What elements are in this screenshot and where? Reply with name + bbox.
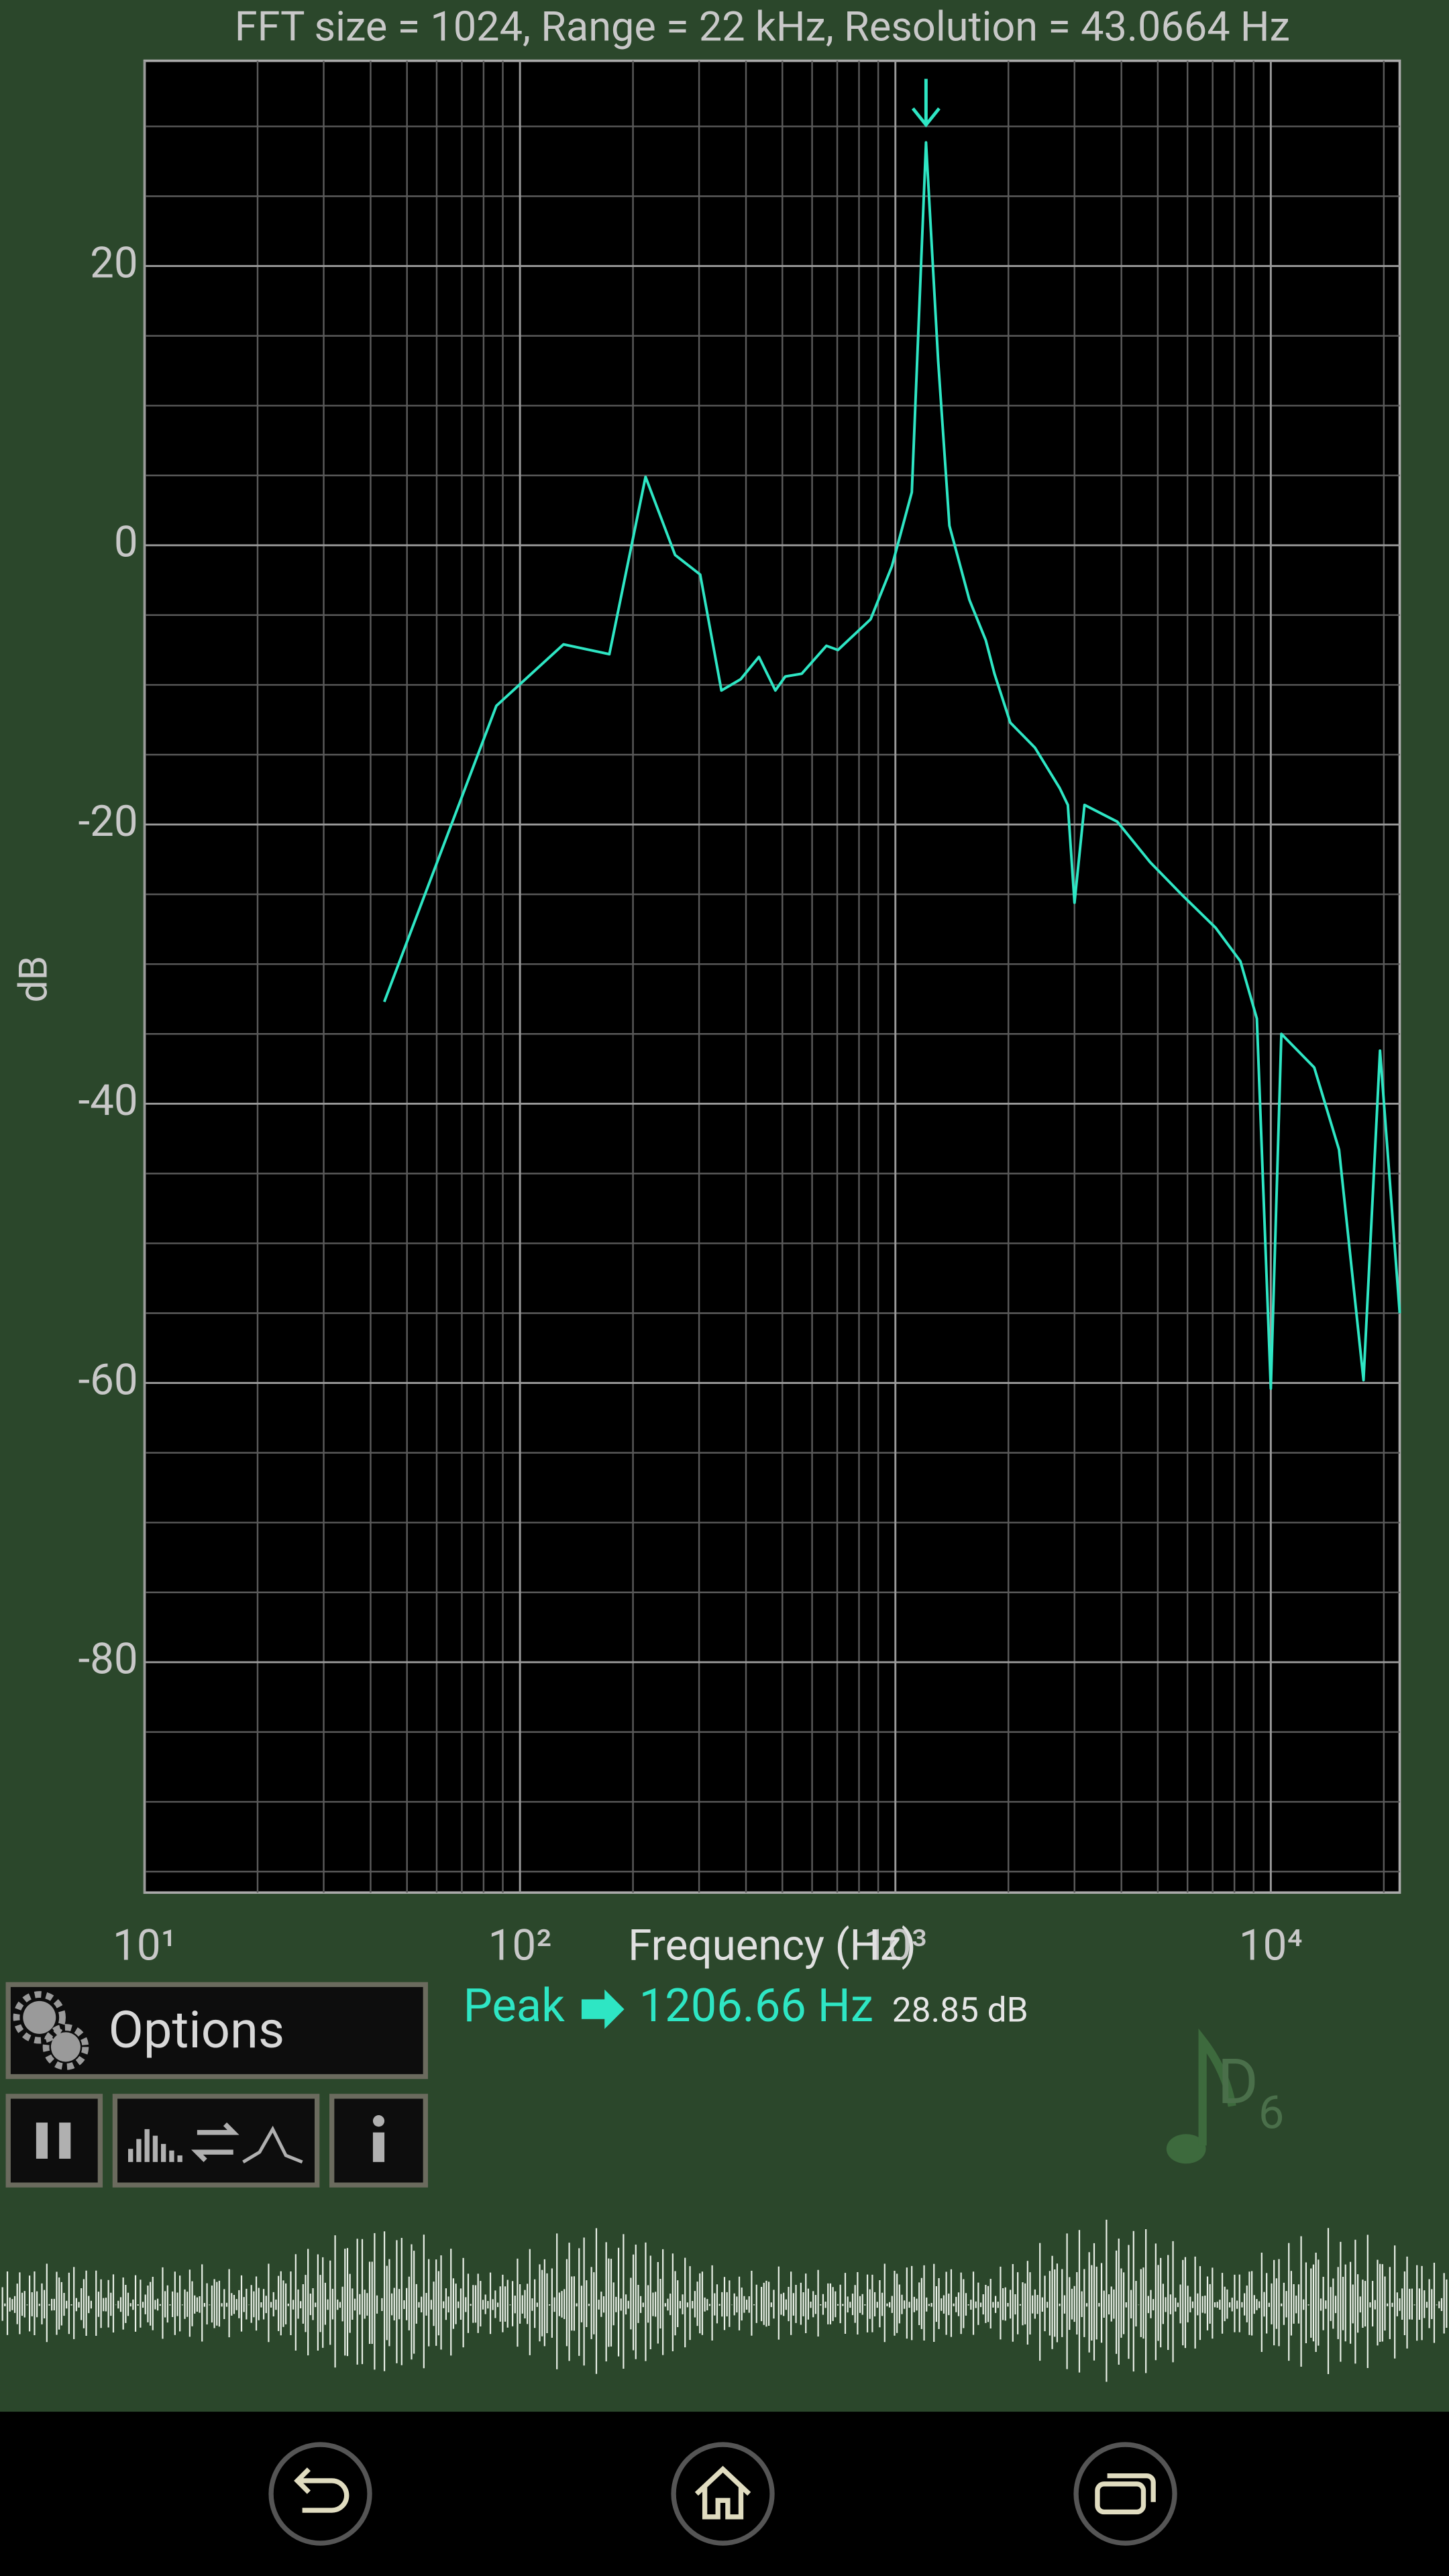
waveform bbox=[1, 2219, 1448, 2382]
options-label: Options bbox=[109, 2000, 285, 2060]
curve-icon bbox=[242, 2125, 303, 2164]
note-indicator: D 6 bbox=[1166, 2028, 1285, 2164]
spectrum-line bbox=[382, 141, 1401, 1390]
peak-frequency: 1206.66 Hz bbox=[639, 1978, 873, 2033]
navigation-bar bbox=[0, 2412, 1449, 2576]
pause-icon bbox=[36, 2123, 48, 2159]
y-tick-label: -60 bbox=[78, 1354, 138, 1405]
y-tick-label: 20 bbox=[90, 237, 138, 288]
x-tick-label: 10² bbox=[488, 1920, 552, 1970]
y-axis-label: dB bbox=[10, 956, 56, 1003]
gear-icon bbox=[13, 1991, 89, 2070]
info-icon bbox=[372, 2115, 385, 2127]
pause-button[interactable] bbox=[5, 2094, 103, 2188]
y-tick-label: 0 bbox=[114, 517, 138, 568]
plot-area bbox=[143, 59, 1401, 1894]
nav-ring bbox=[671, 2442, 775, 2546]
recents-button[interactable] bbox=[1073, 2442, 1177, 2546]
nav-background bbox=[0, 2412, 1449, 2576]
spectrum-chart: 20 0 -20 -40 -60 -80 10¹ 10² 10³ 10⁴ Frequency (Hz… bbox=[78, 59, 1401, 1970]
note-name: D bbox=[1218, 2045, 1258, 2118]
peak-arrow-icon bbox=[581, 1989, 625, 2029]
peak-level: 28.85 dB bbox=[892, 1990, 1028, 2031]
y-tick-label: -40 bbox=[78, 1075, 138, 1126]
note-octave: 6 bbox=[1258, 2085, 1285, 2139]
view-toggle-button[interactable] bbox=[112, 2094, 320, 2188]
y-tick-label: -20 bbox=[78, 796, 138, 847]
waveform-trace bbox=[1, 2219, 1448, 2382]
peak-marker bbox=[911, 78, 941, 128]
button-frame bbox=[5, 2094, 103, 2188]
recents-icon bbox=[1107, 2473, 1156, 2502]
home-button[interactable] bbox=[671, 2442, 775, 2546]
peak-readout: Peak 1206.66 Hz 28.85 dB bbox=[464, 1978, 1028, 2033]
info-button[interactable] bbox=[329, 2094, 428, 2188]
x-tick-label: 10⁴ bbox=[1239, 1920, 1303, 1970]
x-tick-label: 10³ bbox=[863, 1920, 927, 1970]
recents-icon bbox=[1095, 2481, 1146, 2515]
y-tick-label: -80 bbox=[78, 1634, 138, 1684]
pause-icon bbox=[59, 2123, 71, 2159]
swap-icon bbox=[191, 2122, 239, 2163]
x-axis-label: Frequency (Hz) bbox=[628, 1920, 916, 1970]
bars-icon bbox=[128, 2129, 182, 2162]
info-icon bbox=[372, 2132, 385, 2162]
peak-label: Peak bbox=[464, 1978, 565, 2033]
note-icon bbox=[1166, 2134, 1206, 2164]
nav-ring bbox=[268, 2442, 372, 2546]
home-icon bbox=[694, 2465, 751, 2520]
x-tick-label: 10¹ bbox=[113, 1920, 176, 1970]
back-button[interactable] bbox=[268, 2442, 372, 2546]
nav-ring bbox=[1073, 2442, 1177, 2546]
back-icon bbox=[294, 2467, 350, 2513]
note-icon bbox=[1198, 2028, 1236, 2146]
options-button[interactable]: Options bbox=[5, 1982, 428, 2080]
chart-title: FFT size = 1024, Range = 22 kHz, Resolut… bbox=[235, 2, 1290, 50]
